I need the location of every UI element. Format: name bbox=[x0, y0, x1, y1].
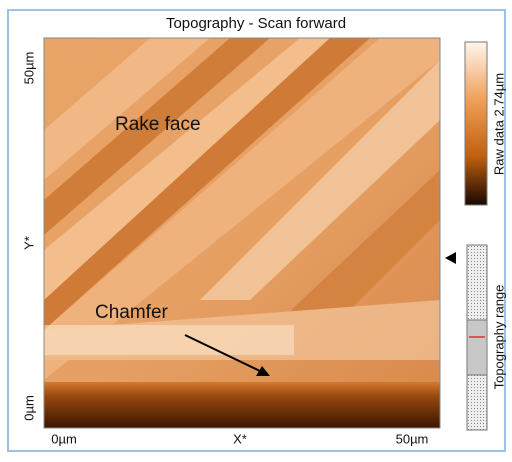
x-tick-label: 50µm bbox=[396, 431, 429, 446]
range-selection[interactable] bbox=[467, 320, 487, 375]
colorbar-label: Raw data 2.74µm bbox=[491, 73, 506, 175]
annotation: Rake face bbox=[115, 114, 201, 135]
y-tick-label: 50µm bbox=[21, 52, 36, 85]
x-axis-label: X* bbox=[233, 431, 247, 446]
x-tick-label: 0µm bbox=[51, 431, 77, 446]
y-axis-label: Y* bbox=[21, 236, 36, 250]
annotation: Chamfer bbox=[95, 302, 169, 323]
colorbar bbox=[465, 42, 487, 205]
range-label: Topography range bbox=[491, 285, 506, 390]
title: Topography - Scan forward bbox=[166, 15, 346, 32]
y-tick-label: 0µm bbox=[21, 395, 36, 421]
afm-image bbox=[44, 38, 440, 428]
afm-window: Topography - Scan forward Rake face Cham… bbox=[0, 0, 512, 457]
